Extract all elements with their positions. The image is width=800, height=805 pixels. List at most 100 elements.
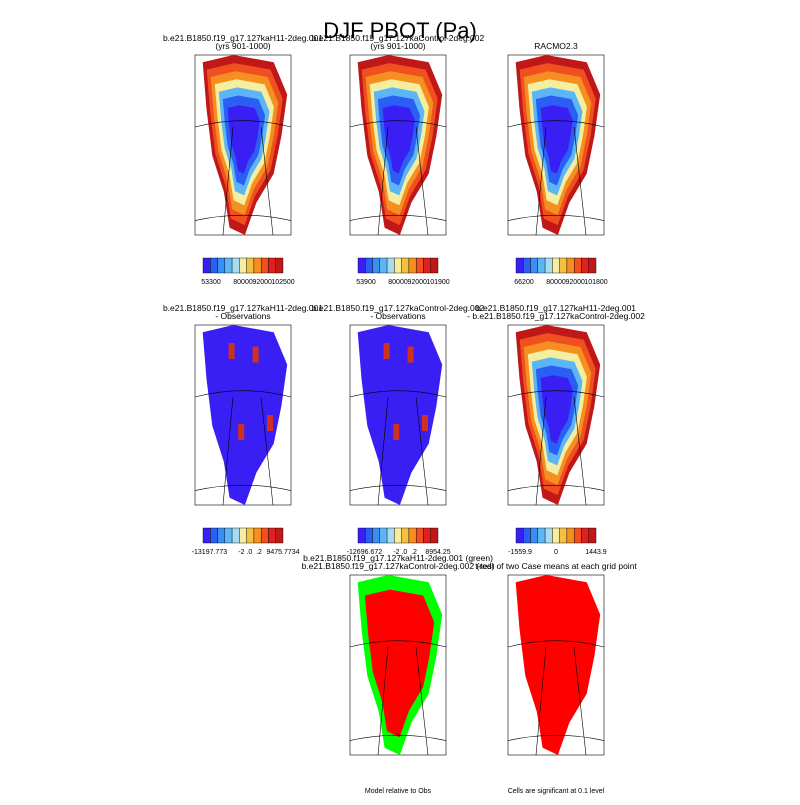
anomaly-cell xyxy=(407,346,414,363)
graticule xyxy=(194,390,292,506)
colorbar-label: .2 xyxy=(411,549,417,556)
colorbar-swatch xyxy=(515,527,524,544)
map-panel xyxy=(194,54,292,236)
panel-title: - Observations xyxy=(370,311,425,321)
colorbar-swatch xyxy=(253,257,262,274)
colorbar-swatch xyxy=(372,527,381,544)
colorbar-swatch xyxy=(372,257,381,274)
map-panel xyxy=(349,324,447,506)
map-panel xyxy=(507,574,605,756)
land-region xyxy=(202,325,288,505)
colorbar-label: -2 xyxy=(393,549,399,556)
colorbar-swatch xyxy=(379,257,388,274)
land-region xyxy=(382,105,415,174)
colorbar-swatch xyxy=(224,257,233,274)
colorbar-swatch xyxy=(253,527,262,544)
graticule xyxy=(349,120,447,236)
panel-title: b.e21.B1850.f19_g17.127kaH11-2deg.001 xyxy=(163,303,323,313)
colorbar-swatch xyxy=(573,257,582,274)
colorbar-swatch xyxy=(365,257,373,274)
graticule xyxy=(194,120,292,236)
colorbar-label: 53300 xyxy=(201,279,221,286)
colorbar-swatch xyxy=(588,527,597,544)
colorbar-swatch xyxy=(379,527,388,544)
colorbar-label: 80000 xyxy=(546,279,566,286)
colorbar-swatch xyxy=(559,527,568,544)
panel-title: b.e21.B1850.f19_g17.127kaControl-2deg.00… xyxy=(312,33,485,43)
colorbar-swatch xyxy=(401,527,410,544)
colorbar-swatch xyxy=(394,527,402,544)
colorbar-label: 80000 xyxy=(388,279,408,286)
colorbar-swatch xyxy=(408,527,417,544)
colorbar-swatch xyxy=(386,257,395,274)
colorbar-label: 66200 xyxy=(514,279,534,286)
colorbar-swatch xyxy=(210,527,218,544)
colorbar-swatch xyxy=(268,527,276,544)
graticule xyxy=(507,390,605,506)
anomaly-cell xyxy=(238,424,245,440)
colorbar-swatch xyxy=(239,527,247,544)
colorbar-swatch xyxy=(423,527,431,544)
colorbar-swatch xyxy=(365,527,373,544)
colorbar-swatch xyxy=(573,527,582,544)
colorbar-swatch xyxy=(537,527,546,544)
colorbar-label: 53900 xyxy=(356,279,376,286)
colorbar-swatch xyxy=(588,257,597,274)
panel-title: b.e21.B1850.f19_g17.127kaControl-2deg.00… xyxy=(312,303,485,313)
colorbar-label: 9475.7734 xyxy=(266,549,299,556)
colorbar-swatch xyxy=(239,257,247,274)
colorbar-swatch xyxy=(559,257,568,274)
colorbar-label: 101800 xyxy=(584,279,607,286)
colorbar-swatch xyxy=(401,257,410,274)
colorbar-label: -1559.9 xyxy=(508,549,532,556)
graticule xyxy=(349,390,447,506)
graticule xyxy=(507,120,605,236)
colorbar-swatch xyxy=(202,257,211,274)
colorbar-swatch xyxy=(394,257,402,274)
colorbar-swatch xyxy=(231,257,240,274)
anomaly-cell xyxy=(383,343,390,359)
colorbar-label: 92000 xyxy=(565,279,585,286)
colorbar-label: -12696.672 xyxy=(347,549,383,556)
colorbar-label: .0 xyxy=(246,549,252,556)
panel-title: (yrs 901-1000) xyxy=(215,41,270,51)
colorbar-swatch xyxy=(544,527,553,544)
colorbar-swatch xyxy=(217,257,226,274)
colorbar-label: 101900 xyxy=(426,279,449,286)
colorbar-label: 8954.25 xyxy=(425,549,450,556)
anomaly-cell xyxy=(422,415,428,431)
land-region xyxy=(515,575,601,755)
colorbar-swatch xyxy=(217,527,226,544)
colorbar-swatch xyxy=(530,257,539,274)
colorbar-label: 102500 xyxy=(271,279,294,286)
colorbar-swatch xyxy=(566,257,575,274)
colorbar-swatch xyxy=(386,527,395,544)
colorbar-swatch xyxy=(224,527,233,544)
land-region xyxy=(364,589,435,738)
panel-caption: Model relative to Obs xyxy=(365,788,432,795)
colorbar-swatch xyxy=(357,527,366,544)
colorbar-swatch xyxy=(581,527,589,544)
colorbar-swatch xyxy=(552,257,560,274)
colorbar-label: 80000 xyxy=(233,279,253,286)
colorbar-swatch xyxy=(260,257,269,274)
colorbar-swatch xyxy=(544,257,553,274)
map-panel xyxy=(349,574,447,756)
colorbar-swatch xyxy=(202,527,211,544)
colorbar-label: 1443.9 xyxy=(585,549,607,556)
colorbar-swatch xyxy=(523,527,531,544)
colorbar-swatch xyxy=(246,527,255,544)
colorbar-label: -2 xyxy=(238,549,244,556)
colorbar-label: .0 xyxy=(401,549,407,556)
colorbar-label: 92000 xyxy=(252,279,272,286)
panel-title: b.e21.B1850.f19_g17.127kaH11-2deg.001 xyxy=(476,303,636,313)
colorbar-swatch xyxy=(357,257,366,274)
map-panel xyxy=(194,324,292,506)
colorbar-swatch xyxy=(246,257,255,274)
colorbar-swatch xyxy=(581,257,589,274)
colorbar-swatch xyxy=(231,527,240,544)
colorbar-swatch xyxy=(210,257,218,274)
panel-title: b.e21.B1850.f19_g17.127kaControl-2deg.00… xyxy=(302,561,495,571)
map-panel xyxy=(507,324,605,506)
